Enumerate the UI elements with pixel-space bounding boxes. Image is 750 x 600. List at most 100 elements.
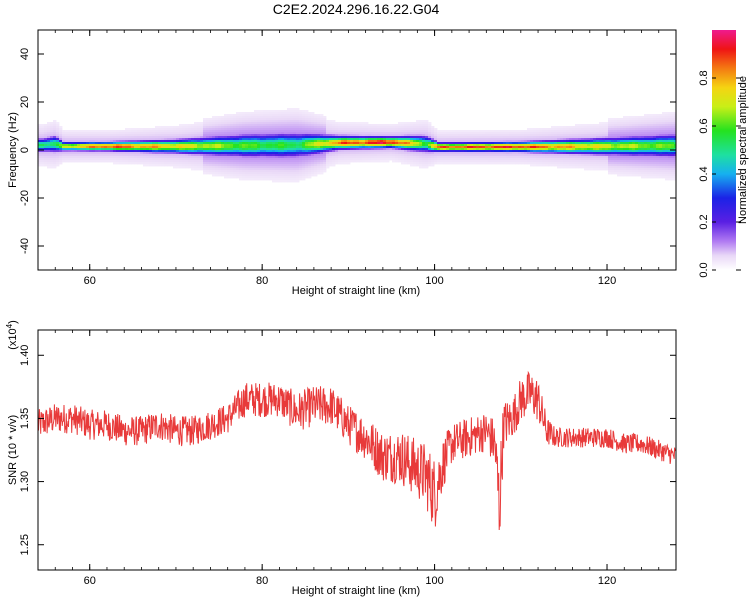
heatmap-cell <box>200 156 204 159</box>
heatmap-cell <box>170 134 174 137</box>
heatmap-cell <box>389 132 393 135</box>
heatmap-cell <box>113 136 117 139</box>
heatmap-cell <box>158 158 162 161</box>
heatmap-cell <box>194 128 198 131</box>
heatmap-cell <box>206 130 210 133</box>
heatmap-cell <box>344 136 348 139</box>
heatmap-cell <box>425 138 429 141</box>
heatmap-cell <box>305 142 309 145</box>
heatmap-cell <box>155 138 159 141</box>
heatmap-cell <box>260 126 264 129</box>
heatmap-cell <box>329 162 333 165</box>
heatmap-cell <box>341 134 345 137</box>
heatmap-cell <box>581 130 585 133</box>
heatmap-cell <box>344 158 348 161</box>
heatmap-cell <box>68 156 72 159</box>
heatmap-cell <box>263 118 267 121</box>
heatmap-cell <box>581 134 585 137</box>
heatmap-cell <box>128 140 132 143</box>
heatmap-cell <box>641 148 645 151</box>
heatmap-cell <box>578 134 582 137</box>
heatmap-cell <box>239 122 243 125</box>
heatmap-cell <box>209 132 213 135</box>
heatmap-cell <box>617 118 621 121</box>
heatmap-cell <box>77 148 81 151</box>
heatmap-cell <box>245 134 249 137</box>
heatmap-cell <box>215 146 219 149</box>
heatmap-cell <box>671 142 675 145</box>
heatmap-cell <box>455 142 459 145</box>
heatmap-cell <box>431 142 435 145</box>
heatmap-cell <box>284 132 288 135</box>
heatmap-cell <box>497 136 501 139</box>
heatmap-cell <box>557 136 561 139</box>
heatmap-cell <box>53 134 57 137</box>
heatmap-cell <box>674 176 676 179</box>
heatmap-cell <box>308 160 312 163</box>
heatmap-cell <box>263 152 267 155</box>
heatmap-cell <box>359 122 363 125</box>
heatmap-cell <box>572 152 576 155</box>
heatmap-cell <box>425 132 429 135</box>
heatmap-cell <box>113 162 117 165</box>
heatmap-cell <box>266 174 270 177</box>
heatmap-cell <box>179 154 183 157</box>
heatmap-cell <box>113 150 117 153</box>
heatmap-cell <box>611 124 615 127</box>
heatmap-cell <box>134 146 138 149</box>
heatmap-cell <box>419 164 423 167</box>
heatmap-cell <box>143 146 147 149</box>
heatmap-cell <box>350 122 354 125</box>
heatmap-cell <box>656 120 660 123</box>
heatmap-cell <box>515 136 519 139</box>
heatmap-cell <box>275 112 279 115</box>
heatmap-cell <box>212 124 216 127</box>
heatmap-cell <box>251 166 255 169</box>
heatmap-cell <box>458 154 462 157</box>
heatmap-cell <box>563 130 567 133</box>
heatmap-cell <box>197 164 201 167</box>
heatmap-cell <box>98 150 102 153</box>
heatmap-cell <box>233 172 237 175</box>
heatmap-cell <box>635 116 639 119</box>
heatmap-cell <box>221 164 225 167</box>
heatmap-cell <box>299 114 303 117</box>
heatmap-cell <box>239 148 243 151</box>
heatmap-cell <box>584 132 588 135</box>
heatmap-cell <box>269 176 273 179</box>
heatmap-cell <box>203 130 207 133</box>
heatmap-cell <box>590 156 594 159</box>
heatmap-cell <box>92 146 96 149</box>
heatmap-cell <box>287 172 291 175</box>
heatmap-cell <box>206 142 210 145</box>
heatmap-cell <box>674 120 676 123</box>
heatmap-cell <box>365 136 369 139</box>
heatmap-cell <box>656 156 660 159</box>
heatmap-cell <box>647 154 651 157</box>
heatmap-cell <box>197 148 201 151</box>
heatmap-cell <box>89 142 93 145</box>
heatmap-cell <box>188 164 192 167</box>
heatmap-cell <box>473 130 477 133</box>
heatmap-cell <box>212 142 216 145</box>
heatmap-cell <box>659 138 663 141</box>
heatmap-cell <box>275 156 279 159</box>
heatmap-cell <box>602 164 606 167</box>
heatmap-cell <box>626 116 630 119</box>
heatmap-cell <box>182 158 186 161</box>
heatmap-cell <box>635 122 639 125</box>
heatmap-cell <box>320 126 324 129</box>
heatmap-cell <box>599 136 603 139</box>
heatmap-cell <box>95 148 99 151</box>
heatmap-cell <box>116 138 120 141</box>
heatmap-cell <box>296 154 300 157</box>
heatmap-cell <box>332 134 336 137</box>
heatmap-cell <box>620 136 624 139</box>
heatmap-cell <box>416 132 420 135</box>
heatmap-cell <box>296 124 300 127</box>
heatmap-cell <box>200 122 204 125</box>
heatmap-cell <box>632 154 636 157</box>
heatmap-cell <box>323 146 327 149</box>
heatmap-cell <box>62 152 66 155</box>
heatmap-cell <box>572 144 576 147</box>
